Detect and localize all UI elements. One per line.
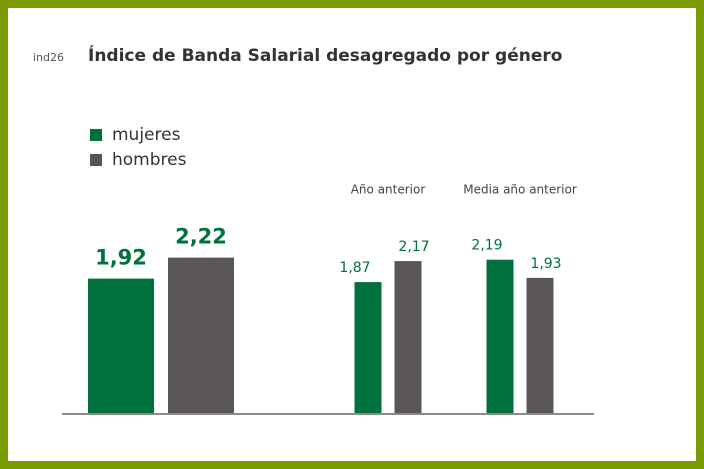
bar	[526, 277, 554, 413]
value-label: 1,93	[530, 256, 561, 272]
bar	[394, 261, 422, 413]
category-label: Media año anterior	[463, 183, 577, 197]
legend-swatch	[90, 129, 102, 141]
bar	[88, 278, 154, 413]
legend-label: mujeres	[112, 125, 181, 145]
legend-label: hombres	[112, 150, 187, 170]
value-label: 1,92	[95, 246, 147, 270]
legend-swatch	[90, 154, 102, 166]
value-label: 2,22	[175, 225, 227, 249]
value-label: 2,17	[398, 239, 429, 255]
bar	[168, 257, 234, 413]
chart-code: ind26	[33, 51, 64, 64]
value-label: 1,87	[339, 260, 370, 276]
bar	[486, 259, 514, 413]
category-label: Año anterior	[351, 183, 426, 197]
bar	[354, 282, 382, 413]
chart-title: Índice de Banda Salarial desagregado por…	[88, 44, 562, 66]
value-label: 2,19	[471, 238, 502, 254]
